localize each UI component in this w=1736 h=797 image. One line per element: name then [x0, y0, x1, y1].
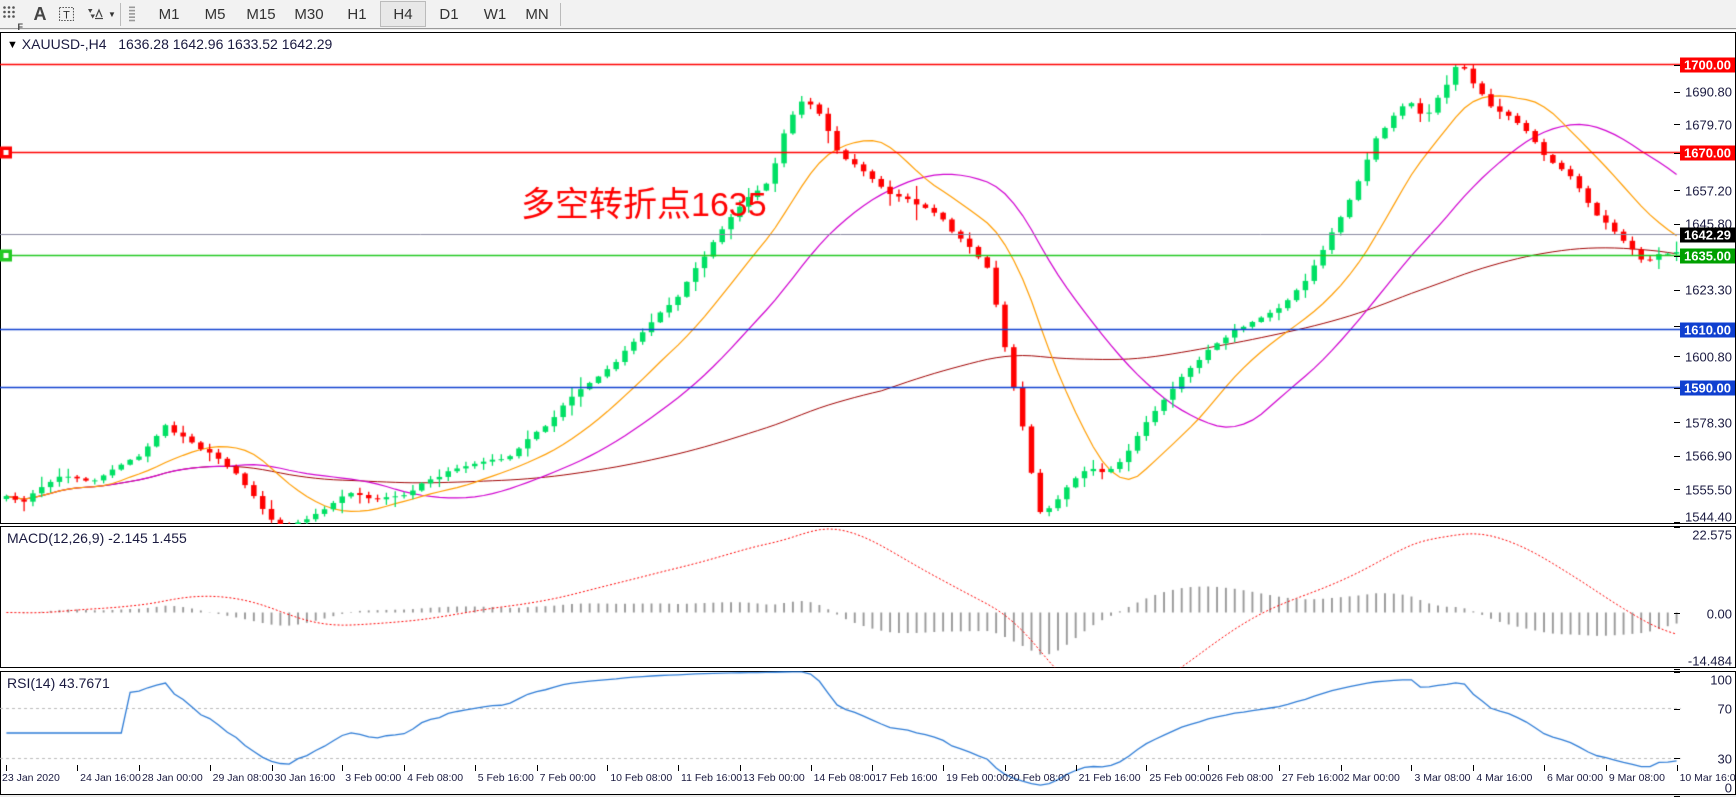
svg-text:T: T	[63, 9, 70, 21]
